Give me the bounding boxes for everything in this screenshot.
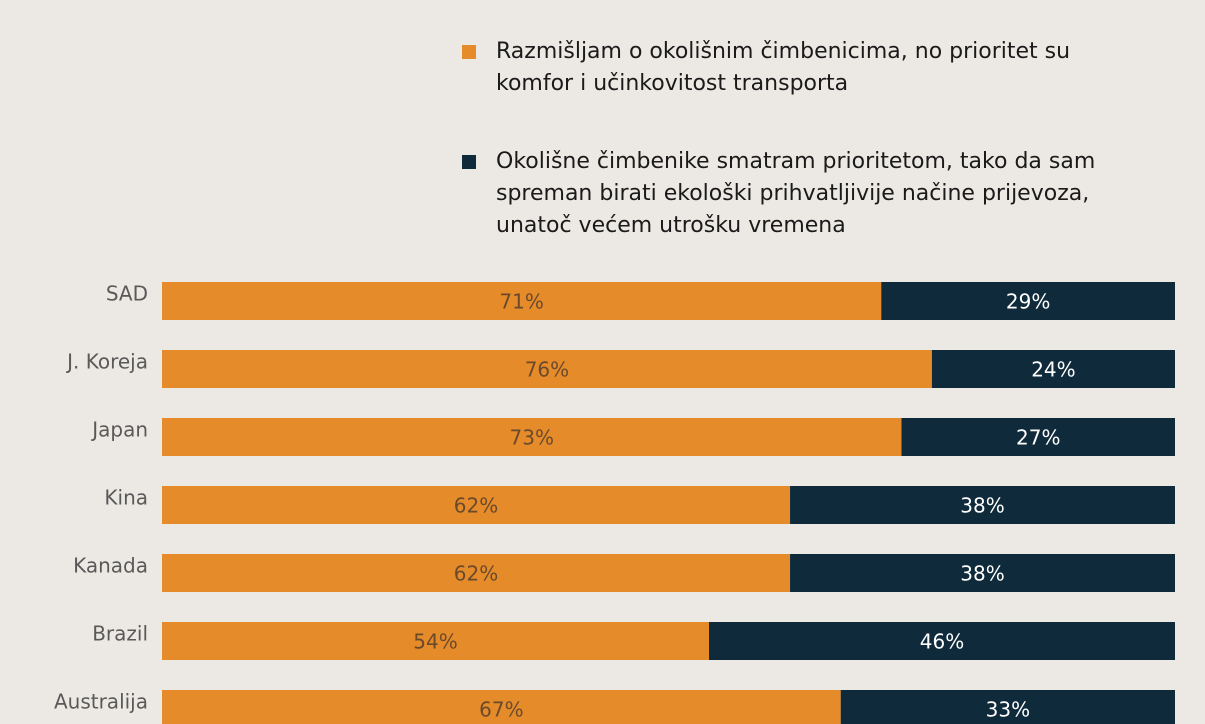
legend-label: Okolišne čimbenike smatram prioritetom, … xyxy=(496,149,1096,238)
bar-segment xyxy=(931,350,1175,388)
bar-segment xyxy=(162,282,882,320)
value-label: 38% xyxy=(960,562,1004,586)
legend-label: Razmišljam o okolišnim čimbenicima, no p… xyxy=(496,39,1071,96)
value-label: 54% xyxy=(413,630,457,654)
legend-item: Razmišljam o okolišnim čimbenicima, no p… xyxy=(462,36,1162,100)
bar-segment xyxy=(162,554,791,592)
value-label: 76% xyxy=(525,358,569,382)
legend-swatch xyxy=(462,45,476,59)
y-tick-label: Brazil xyxy=(92,622,148,646)
y-tick-label: Australija xyxy=(54,690,148,714)
value-label: 24% xyxy=(1031,358,1075,382)
value-label: 67% xyxy=(479,698,523,722)
bar-segment xyxy=(790,486,1175,524)
value-label: 29% xyxy=(1006,290,1050,314)
value-label: 62% xyxy=(454,494,498,518)
bar-segment xyxy=(162,418,902,456)
bar-segment xyxy=(162,622,710,660)
bar-segment xyxy=(881,282,1175,320)
bar-segment xyxy=(709,622,1175,660)
bar-segment xyxy=(901,418,1175,456)
value-label: 27% xyxy=(1016,426,1060,450)
y-tick-label: Kanada xyxy=(73,554,148,578)
value-label: 71% xyxy=(499,290,543,314)
value-label: 33% xyxy=(986,698,1030,722)
y-tick-label: J. Koreja xyxy=(65,350,148,374)
value-label: 46% xyxy=(920,630,964,654)
y-tick-label: Kina xyxy=(104,486,148,510)
y-tick-label: Japan xyxy=(90,418,148,442)
bar-segment xyxy=(840,690,1175,724)
bar-segment xyxy=(162,690,841,724)
bar-segment xyxy=(790,554,1175,592)
value-label: 73% xyxy=(510,426,554,450)
value-label: 38% xyxy=(960,494,1004,518)
bar-segment xyxy=(162,350,932,388)
bar-segment xyxy=(162,486,791,524)
legend-item: Okolišne čimbenike smatram prioritetom, … xyxy=(462,146,1162,242)
y-tick-label: SAD xyxy=(106,282,148,306)
value-label: 62% xyxy=(454,562,498,586)
legend-swatch xyxy=(462,155,476,169)
